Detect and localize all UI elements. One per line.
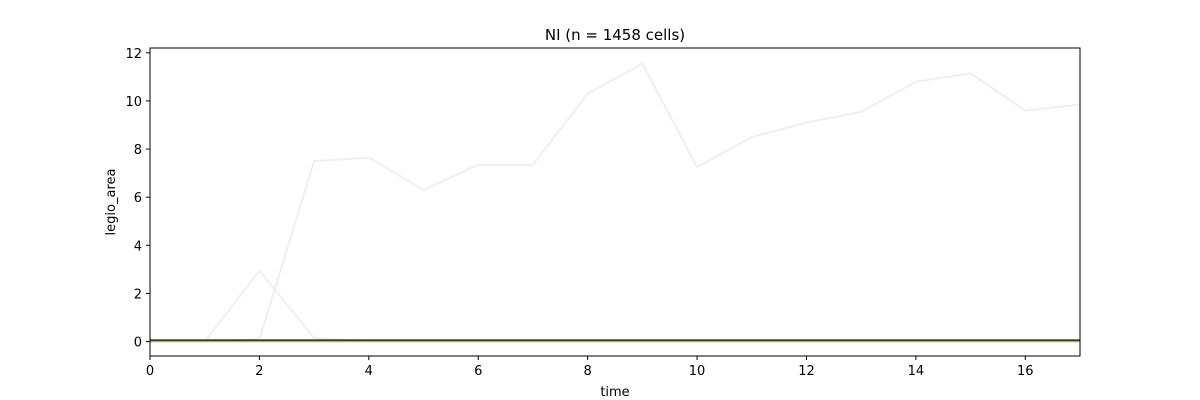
y-axis-label: legio_area — [104, 169, 119, 236]
series-line-1 — [150, 62, 1081, 343]
series-line-2 — [150, 269, 1080, 343]
y-tick-label: 8 — [134, 143, 142, 158]
y-tick-label: 4 — [134, 239, 142, 254]
x-axis-label: time — [600, 385, 629, 400]
y-tick-label: 12 — [125, 47, 142, 62]
x-tick-label: 0 — [146, 364, 154, 379]
plot-area-frame — [149, 47, 1081, 357]
y-tick-label: 10 — [125, 95, 142, 110]
x-tick-label: 6 — [474, 364, 482, 379]
series-lines — [150, 62, 1081, 343]
x-tick-label: 10 — [689, 364, 706, 379]
x-tick-label: 8 — [584, 364, 592, 379]
x-tick-label: 12 — [798, 364, 815, 379]
x-tick-label: 2 — [255, 364, 263, 379]
y-tick-label: 2 — [134, 287, 142, 302]
y-tick-label: 0 — [134, 336, 142, 351]
x-tick-label: 14 — [908, 364, 925, 379]
x-tick-label: 4 — [365, 364, 373, 379]
axis-ticks: 0 2 4 6 8 10 12 14 16 0 2 4 6 8 10 12 — [125, 47, 1033, 379]
chart-title: NI (n = 1458 cells) — [545, 26, 685, 44]
y-tick-label: 6 — [134, 191, 142, 206]
x-tick-label: 16 — [1017, 364, 1034, 379]
